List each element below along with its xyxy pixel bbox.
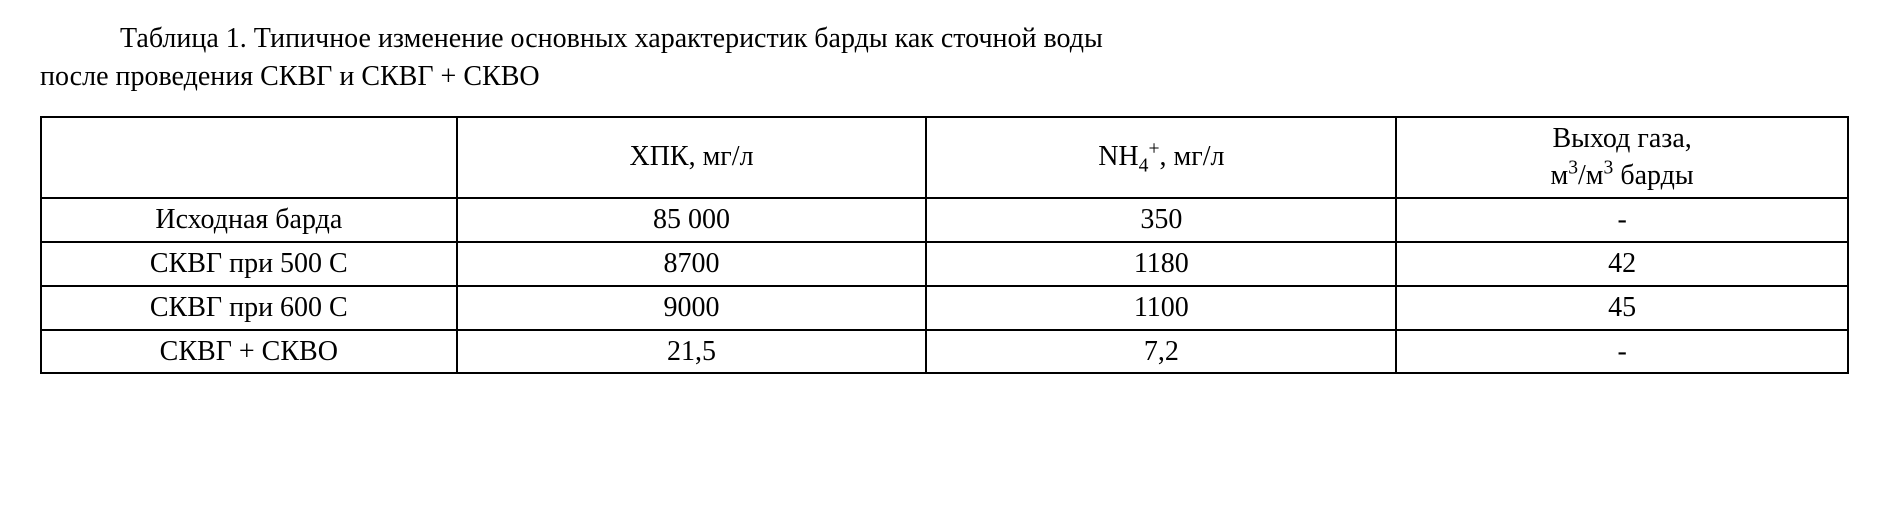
cell: 9000	[457, 286, 927, 330]
cell: 350	[926, 198, 1396, 242]
col-header-3: Выход газа,м3/м3 барды	[1396, 117, 1848, 199]
caption-line2: после проведения СКВГ и СКВГ + СКВО	[40, 58, 1849, 96]
col-header-1: ХПК, мг/л	[457, 117, 927, 199]
cell: 7,2	[926, 330, 1396, 374]
table-row: СКВГ + СКВО 21,5 7,2 -	[41, 330, 1848, 374]
col-header-0	[41, 117, 457, 199]
table-row: СКВГ при 600 С 9000 1100 45	[41, 286, 1848, 330]
cell: 1180	[926, 242, 1396, 286]
cell: 45	[1396, 286, 1848, 330]
table-header-row: ХПК, мг/л NH4+, мг/л Выход газа,м3/м3 ба…	[41, 117, 1848, 199]
row-label: СКВГ + СКВО	[41, 330, 457, 374]
table-row: Исходная барда 85 000 350 -	[41, 198, 1848, 242]
cell: 42	[1396, 242, 1848, 286]
cell: -	[1396, 330, 1848, 374]
col-header-2: NH4+, мг/л	[926, 117, 1396, 199]
cell: -	[1396, 198, 1848, 242]
table-caption: Таблица 1. Типичное изменение основных х…	[40, 20, 1849, 96]
row-label: СКВГ при 500 С	[41, 242, 457, 286]
cell: 8700	[457, 242, 927, 286]
table-row: СКВГ при 500 С 8700 1180 42	[41, 242, 1848, 286]
cell: 85 000	[457, 198, 927, 242]
cell: 21,5	[457, 330, 927, 374]
row-label: Исходная барда	[41, 198, 457, 242]
data-table: ХПК, мг/л NH4+, мг/л Выход газа,м3/м3 ба…	[40, 116, 1849, 375]
cell: 1100	[926, 286, 1396, 330]
caption-line1: Таблица 1. Типичное изменение основных х…	[40, 20, 1849, 58]
row-label: СКВГ при 600 С	[41, 286, 457, 330]
